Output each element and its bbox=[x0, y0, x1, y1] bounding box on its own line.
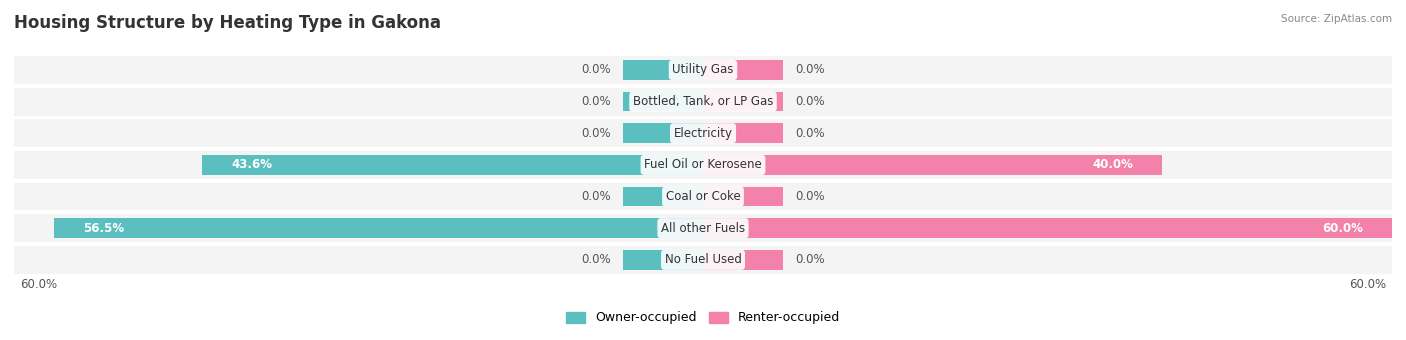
Bar bbox=[14, 88, 1392, 116]
Bar bbox=[14, 183, 1392, 210]
Bar bbox=[14, 151, 1392, 179]
Bar bbox=[703, 218, 1392, 238]
Text: No Fuel Used: No Fuel Used bbox=[665, 253, 741, 266]
Text: 60.0%: 60.0% bbox=[1350, 278, 1386, 291]
Bar bbox=[14, 119, 1392, 147]
Text: Housing Structure by Heating Type in Gakona: Housing Structure by Heating Type in Gak… bbox=[14, 14, 441, 32]
Text: 0.0%: 0.0% bbox=[794, 95, 824, 108]
Bar bbox=[703, 155, 1163, 175]
Text: 40.0%: 40.0% bbox=[1092, 158, 1133, 171]
Bar bbox=[14, 56, 1392, 84]
Bar bbox=[623, 250, 703, 270]
Legend: Owner-occupied, Renter-occupied: Owner-occupied, Renter-occupied bbox=[561, 306, 845, 329]
Bar bbox=[623, 60, 703, 80]
Text: 0.0%: 0.0% bbox=[794, 127, 824, 140]
Bar bbox=[703, 123, 783, 143]
Bar bbox=[202, 155, 703, 175]
Text: 56.5%: 56.5% bbox=[83, 222, 124, 235]
Bar bbox=[623, 123, 703, 143]
Text: 0.0%: 0.0% bbox=[582, 253, 612, 266]
Text: Utility Gas: Utility Gas bbox=[672, 64, 734, 76]
Bar bbox=[55, 218, 703, 238]
Text: Fuel Oil or Kerosene: Fuel Oil or Kerosene bbox=[644, 158, 762, 171]
Bar bbox=[623, 187, 703, 206]
Bar bbox=[703, 60, 783, 80]
Text: Source: ZipAtlas.com: Source: ZipAtlas.com bbox=[1281, 14, 1392, 23]
Text: 0.0%: 0.0% bbox=[582, 95, 612, 108]
Bar bbox=[14, 246, 1392, 274]
Text: 0.0%: 0.0% bbox=[582, 64, 612, 76]
Text: 0.0%: 0.0% bbox=[794, 253, 824, 266]
Text: All other Fuels: All other Fuels bbox=[661, 222, 745, 235]
Text: 0.0%: 0.0% bbox=[582, 190, 612, 203]
Text: 43.6%: 43.6% bbox=[231, 158, 273, 171]
Text: 0.0%: 0.0% bbox=[794, 64, 824, 76]
Text: 60.0%: 60.0% bbox=[1323, 222, 1364, 235]
Bar bbox=[703, 92, 783, 112]
Text: Bottled, Tank, or LP Gas: Bottled, Tank, or LP Gas bbox=[633, 95, 773, 108]
Text: 60.0%: 60.0% bbox=[20, 278, 56, 291]
Text: 0.0%: 0.0% bbox=[794, 190, 824, 203]
Bar bbox=[14, 214, 1392, 242]
Text: Coal or Coke: Coal or Coke bbox=[665, 190, 741, 203]
Text: Electricity: Electricity bbox=[673, 127, 733, 140]
Bar bbox=[703, 187, 783, 206]
Bar bbox=[623, 92, 703, 112]
Bar bbox=[703, 250, 783, 270]
Text: 0.0%: 0.0% bbox=[582, 127, 612, 140]
